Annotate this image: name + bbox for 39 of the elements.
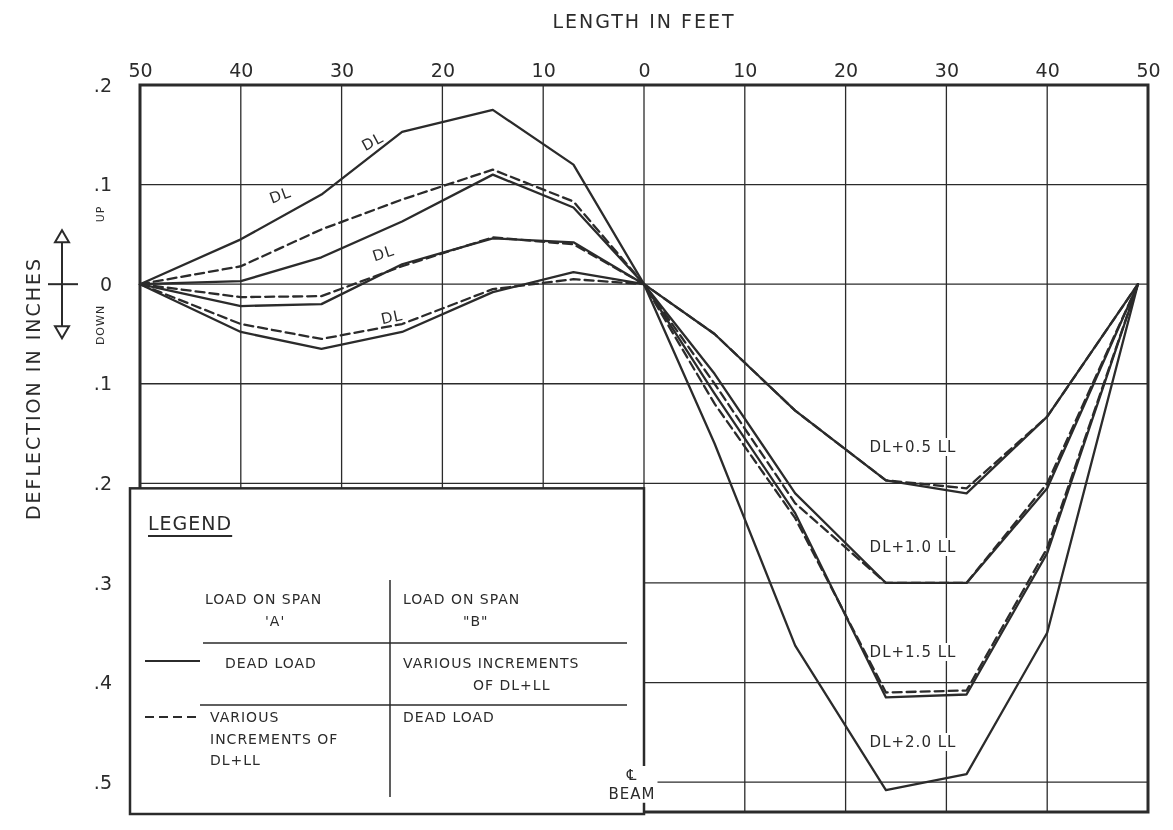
x-tick-label: 40 <box>229 59 254 81</box>
annotation: LOAD ON SPAN "B" <box>403 591 521 629</box>
y-tick-label: .1 <box>93 372 112 395</box>
x-axis-title: LENGTH IN FEET <box>552 10 736 32</box>
y-tick-label: .5 <box>93 770 112 793</box>
annotation: LEGEND <box>148 512 233 534</box>
text: DOWN <box>94 304 107 346</box>
x-tick-label: 10 <box>531 59 556 81</box>
annotation: DL <box>266 183 294 208</box>
annotation: DL+2.0 LL <box>869 733 957 751</box>
x-tick-label: 20 <box>834 59 859 81</box>
text: UP <box>94 205 107 223</box>
y-tick-label: .1 <box>93 173 112 196</box>
annotation: DL <box>358 128 387 155</box>
x-tick-label: 40 <box>1035 59 1060 81</box>
x-tick-label: 30 <box>330 59 355 81</box>
x-tick-label: 20 <box>430 59 455 81</box>
y-tick-label: .2 <box>93 471 112 494</box>
annotation: DL <box>370 241 397 266</box>
x-tick-label: 10 <box>733 59 758 81</box>
y-axis-title: DEFLECTION IN INCHES <box>22 256 44 521</box>
annotation: DL+1.0 LL <box>869 538 957 556</box>
y-tick-label: .2 <box>93 73 112 96</box>
x-tick-label: 50 <box>128 59 153 81</box>
annotation: DL+0.5 LL <box>869 438 957 456</box>
annotation: ℄ BEAM <box>608 766 656 803</box>
annotation: DL+1.5 LL <box>869 643 957 661</box>
annotation: VARIOUS INCREMENTS OF DL+LL <box>210 709 339 769</box>
annotation: DEAD LOAD <box>225 655 317 671</box>
x-tick-label: 30 <box>934 59 959 81</box>
y-tick-label: .3 <box>93 571 112 594</box>
x-tick-label: 50 <box>1136 59 1161 81</box>
annotation: DL <box>379 306 405 329</box>
y-tick-label: .4 <box>93 671 112 694</box>
annotation: DEAD LOAD <box>403 709 495 725</box>
annotation: LOAD ON SPAN 'A' <box>205 591 323 629</box>
x-tick-label: 0 <box>638 59 651 81</box>
y-tick-label: 0 <box>99 272 112 295</box>
annotation: VARIOUS INCREMENTS OF DL+LL <box>403 655 580 693</box>
